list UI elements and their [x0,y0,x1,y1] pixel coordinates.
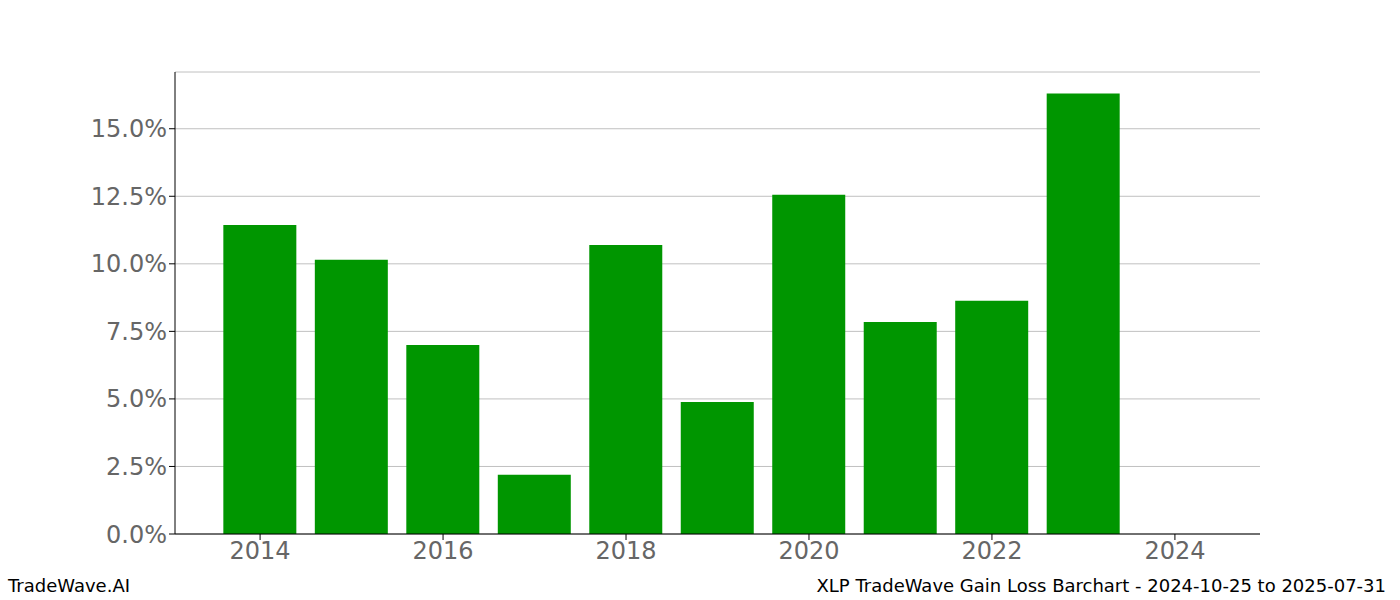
svg-text:7.5%: 7.5% [106,318,167,346]
html-text:TradeWave.AI: TradeWave.AI [8,575,130,596]
svg-text:2020: 2020 [778,537,839,565]
svg-text:2.5%: 2.5% [106,453,167,481]
svg-text:12.5%: 12.5% [91,183,167,211]
svg-text:2018: 2018 [595,537,656,565]
svg-text:2014: 2014 [230,537,291,565]
html-text:XLP TradeWave Gain Loss Barcha: XLP TradeWave Gain Loss Barchart - 2024-… [816,575,1386,596]
svg-text:0.0%: 0.0% [106,521,167,549]
svg-text:10.0%: 10.0% [91,250,167,278]
svg-text:2016: 2016 [413,537,474,565]
svg-text:2022: 2022 [961,537,1022,565]
svg-text:15.0%: 15.0% [91,115,167,143]
svg-text:2024: 2024 [1144,537,1205,565]
svg-text:5.0%: 5.0% [106,385,167,413]
